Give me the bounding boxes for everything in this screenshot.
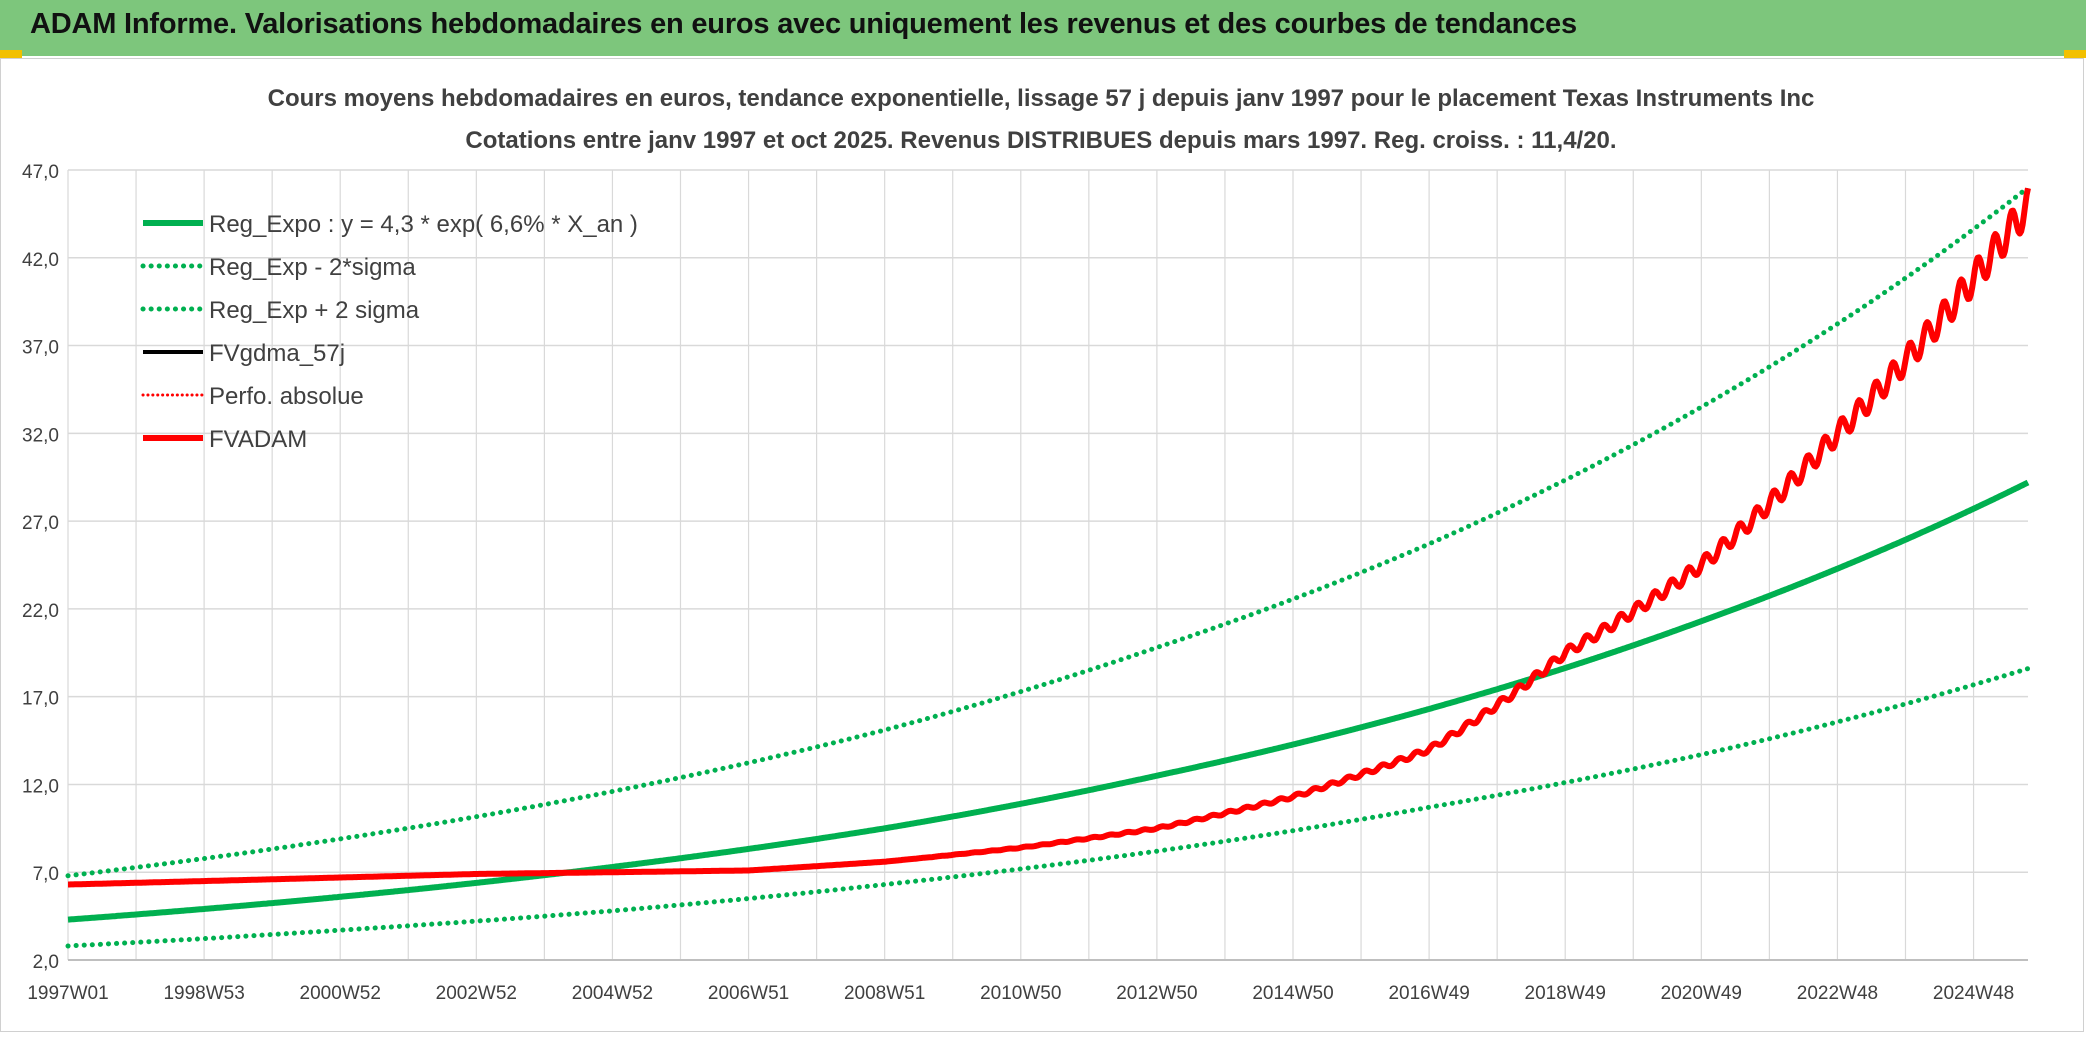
y-tick-label: 12,0	[22, 776, 59, 797]
series-line-2	[65, 185, 2031, 879]
chart-title: Cours moyens hebdomadaires en euros, ten…	[268, 85, 1815, 112]
y-tick-label: 2,0	[33, 952, 59, 973]
x-tick-label: 1997W01	[27, 983, 108, 1004]
x-tick-label: 2014W50	[1252, 983, 1333, 1004]
x-tick-label: 2004W52	[572, 983, 653, 1004]
x-tick-label: 2022W48	[1797, 983, 1878, 1004]
y-tick-label: 47,0	[22, 162, 59, 183]
chart-panel: Cours moyens hebdomadaires en euros, ten…	[0, 58, 2084, 1032]
y-tick-label: 32,0	[22, 425, 59, 446]
y-tick-label: 7,0	[33, 864, 59, 885]
chart-subtitle: Cotations entre janv 1997 et oct 2025. R…	[465, 127, 1616, 154]
series-line-0	[66, 479, 2030, 923]
x-tick-label: 2000W52	[300, 983, 381, 1004]
y-tick-label: 17,0	[22, 689, 59, 710]
x-tick-label: 2016W49	[1388, 983, 1469, 1004]
header-accent-left	[0, 50, 22, 58]
header-accent-right	[2064, 50, 2086, 58]
legend-label: FVADAM	[209, 426, 307, 453]
line-chart: Cours moyens hebdomadaires en euros, ten…	[22, 85, 2031, 1004]
legend: Reg_Expo : y = 4,3 * exp( 6,6% * X_an ) R…	[140, 211, 638, 453]
legend-label: Reg_Exp + 2 sigma	[209, 297, 420, 324]
legend-label: Reg_Exp - 2*sigma	[209, 254, 416, 281]
series-lines	[65, 185, 2031, 949]
x-tick-label: 2024W48	[1933, 983, 2014, 1004]
series-line-5	[66, 187, 2031, 888]
legend-label: Reg_Expo : y = 4,3 * exp( 6,6% * X_an )	[209, 211, 638, 238]
y-tick-label: 42,0	[22, 250, 59, 271]
legend-label: FVgdma_57j	[209, 340, 345, 367]
report-header: ADAM Informe. Valorisations hebdomadaire…	[0, 0, 2086, 58]
x-tick-label: 2008W51	[844, 983, 925, 1004]
legend-label: Perfo. absolue	[209, 383, 364, 410]
x-tick-label: 2012W50	[1116, 983, 1197, 1004]
x-tick-label: 2018W49	[1525, 983, 1606, 1004]
axes: 2,0 7,0 12,0 17,0 22,0 27,0 32,0 37,0 42,0 47,0 19…	[22, 162, 2028, 1004]
series-line-1	[65, 666, 2031, 949]
y-tick-label: 27,0	[22, 513, 59, 534]
x-tick-label: 2006W51	[708, 983, 789, 1004]
y-tick-label: 37,0	[22, 338, 59, 359]
x-tick-label: 1998W53	[163, 983, 244, 1004]
y-tick-label: 22,0	[22, 601, 59, 622]
x-tick-label: 2002W52	[436, 983, 517, 1004]
x-tick-label: 2020W49	[1661, 983, 1742, 1004]
x-tick-label: 2010W50	[980, 983, 1061, 1004]
report-title: ADAM Informe. Valorisations hebdomadaire…	[30, 8, 1577, 40]
